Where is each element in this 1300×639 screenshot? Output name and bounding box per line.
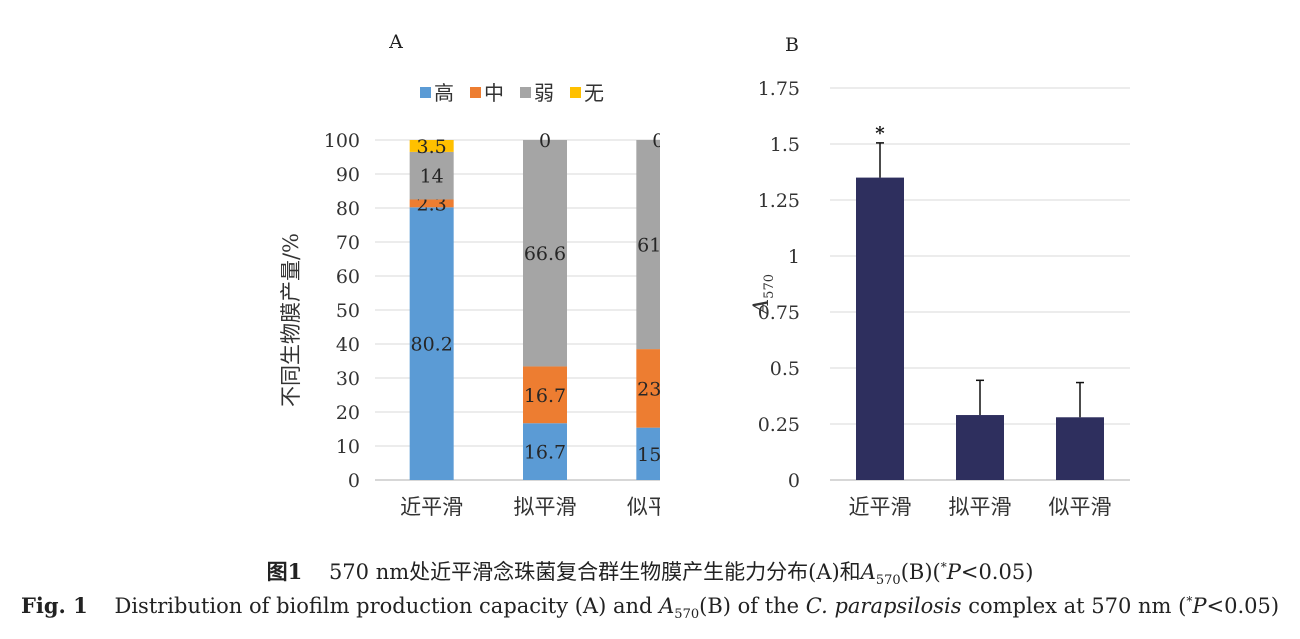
bar xyxy=(956,415,1004,480)
caption-en-text-c: complex at 570 nm ( xyxy=(961,594,1187,618)
bar xyxy=(1056,417,1104,480)
caption-en-p: P xyxy=(1192,594,1207,618)
bar-segment-高 xyxy=(636,427,660,480)
y-tick-label: 1.25 xyxy=(758,190,800,212)
data-label: 15.4 xyxy=(637,444,660,466)
caption-zh-subscript: 570 xyxy=(875,573,901,589)
caption-zh-variable: A xyxy=(860,560,876,584)
caption-english: Fig. 1 Distribution of biofilm productio… xyxy=(0,593,1300,622)
caption-en-text-b: (B) of the xyxy=(699,594,806,618)
data-label: 16.7 xyxy=(524,442,566,464)
bar-segment-弱 xyxy=(523,140,567,367)
y-tick-label: 90 xyxy=(336,164,360,186)
legend-swatch xyxy=(570,87,581,98)
bar-segment-中 xyxy=(409,199,454,208)
panel-label-b: B xyxy=(785,34,799,56)
y-tick-label: 80 xyxy=(336,198,360,220)
x-tick-label: 拟平滑 xyxy=(949,495,1012,519)
legend-label: 中 xyxy=(484,81,504,105)
y-tick-label: 0.25 xyxy=(758,414,800,436)
x-tick-label: 似平滑 xyxy=(1049,495,1112,519)
data-label: 14 xyxy=(420,166,444,188)
caption-zh-figure-number: 图1 xyxy=(266,559,303,584)
legend-swatch xyxy=(420,87,431,98)
caption-en-star: * xyxy=(1186,594,1193,608)
caption-en-species: C. parapsilosis xyxy=(805,594,962,618)
caption-zh-text: 570 nm处近平滑念珠菌复合群生物膜产生能力分布(A)和 xyxy=(328,560,861,584)
y-tick-label: 0 xyxy=(788,470,800,492)
bar-segment-弱 xyxy=(409,151,454,200)
data-label: 0 xyxy=(539,130,551,152)
bar-segment-中 xyxy=(523,366,567,424)
caption-zh-text-b: (B)( xyxy=(900,560,941,584)
y-tick-label: 1.75 xyxy=(758,78,800,100)
y-tick-label: 30 xyxy=(336,368,360,390)
legend-swatch xyxy=(520,87,531,98)
caption-en-variable: A xyxy=(659,594,675,618)
data-label: 16.7 xyxy=(524,385,566,407)
bar xyxy=(856,177,904,480)
y-tick-label: 0.5 xyxy=(770,358,800,380)
y-tick-label: 0 xyxy=(348,470,360,492)
caption-en-text-d: <0.05) xyxy=(1206,594,1280,618)
data-label: 3.5 xyxy=(417,136,447,158)
data-label: 61.5 xyxy=(637,235,660,257)
y-tick-label: 60 xyxy=(336,266,360,288)
y-tick-label: 20 xyxy=(336,402,360,424)
y-tick-label: 1.5 xyxy=(770,134,800,156)
y-tick-label: 40 xyxy=(336,334,360,356)
caption-zh-text-c: <0.05) xyxy=(960,560,1034,584)
panel-label-a: A xyxy=(388,31,403,53)
bar-segment-中 xyxy=(636,349,660,428)
y-axis-title: A570 xyxy=(749,274,777,316)
data-label: 0 xyxy=(652,130,660,152)
bar-segment-无 xyxy=(409,140,454,152)
data-label: 23.1 xyxy=(637,378,660,400)
caption-zh-p: P xyxy=(946,560,961,584)
caption-chinese: 图1 570 nm处近平滑念珠菌复合群生物膜产生能力分布(A)和A570(B)(… xyxy=(0,556,1300,588)
y-axis-title-subscript: 570 xyxy=(762,274,777,299)
data-label: 66.6 xyxy=(524,243,566,265)
caption-zh-star: * xyxy=(940,560,947,574)
y-axis-title-variable: A xyxy=(749,299,773,316)
bar-segment-高 xyxy=(409,207,454,480)
caption-en-subscript: 570 xyxy=(674,607,700,623)
caption-en-text: Distribution of biofilm production capac… xyxy=(114,594,660,618)
y-tick-label: 100 xyxy=(324,130,360,152)
bar-segment-弱 xyxy=(636,140,660,350)
y-tick-label: 0.75 xyxy=(758,302,800,324)
x-tick-label: 似平滑 xyxy=(627,495,660,519)
bar-chart-b: B 0 0.25 0.5 0.75 1 1.25 1.5 1.75 A570 * 近平滑 拟平滑 似平滑 xyxy=(749,34,1130,519)
y-axis-title: 不同生物膜产量/% xyxy=(279,233,303,407)
legend-label: 无 xyxy=(584,81,604,105)
x-tick-label: 近平滑 xyxy=(849,495,912,519)
y-tick-label: 10 xyxy=(336,436,360,458)
legend-label: 弱 xyxy=(534,81,554,105)
data-label: 80.2 xyxy=(411,334,453,356)
significance-marker: * xyxy=(875,123,885,144)
y-tick-label: 1 xyxy=(788,246,800,268)
caption-en-figure-number: Fig. 1 xyxy=(20,593,88,618)
y-tick-label: 50 xyxy=(336,300,360,322)
legend-label: 高 xyxy=(434,81,454,105)
x-tick-label: 拟平滑 xyxy=(514,495,577,519)
legend-swatch xyxy=(470,87,481,98)
bar-segment-高 xyxy=(523,423,567,480)
x-tick-label: 近平滑 xyxy=(400,495,463,519)
y-tick-label: 70 xyxy=(336,232,360,254)
